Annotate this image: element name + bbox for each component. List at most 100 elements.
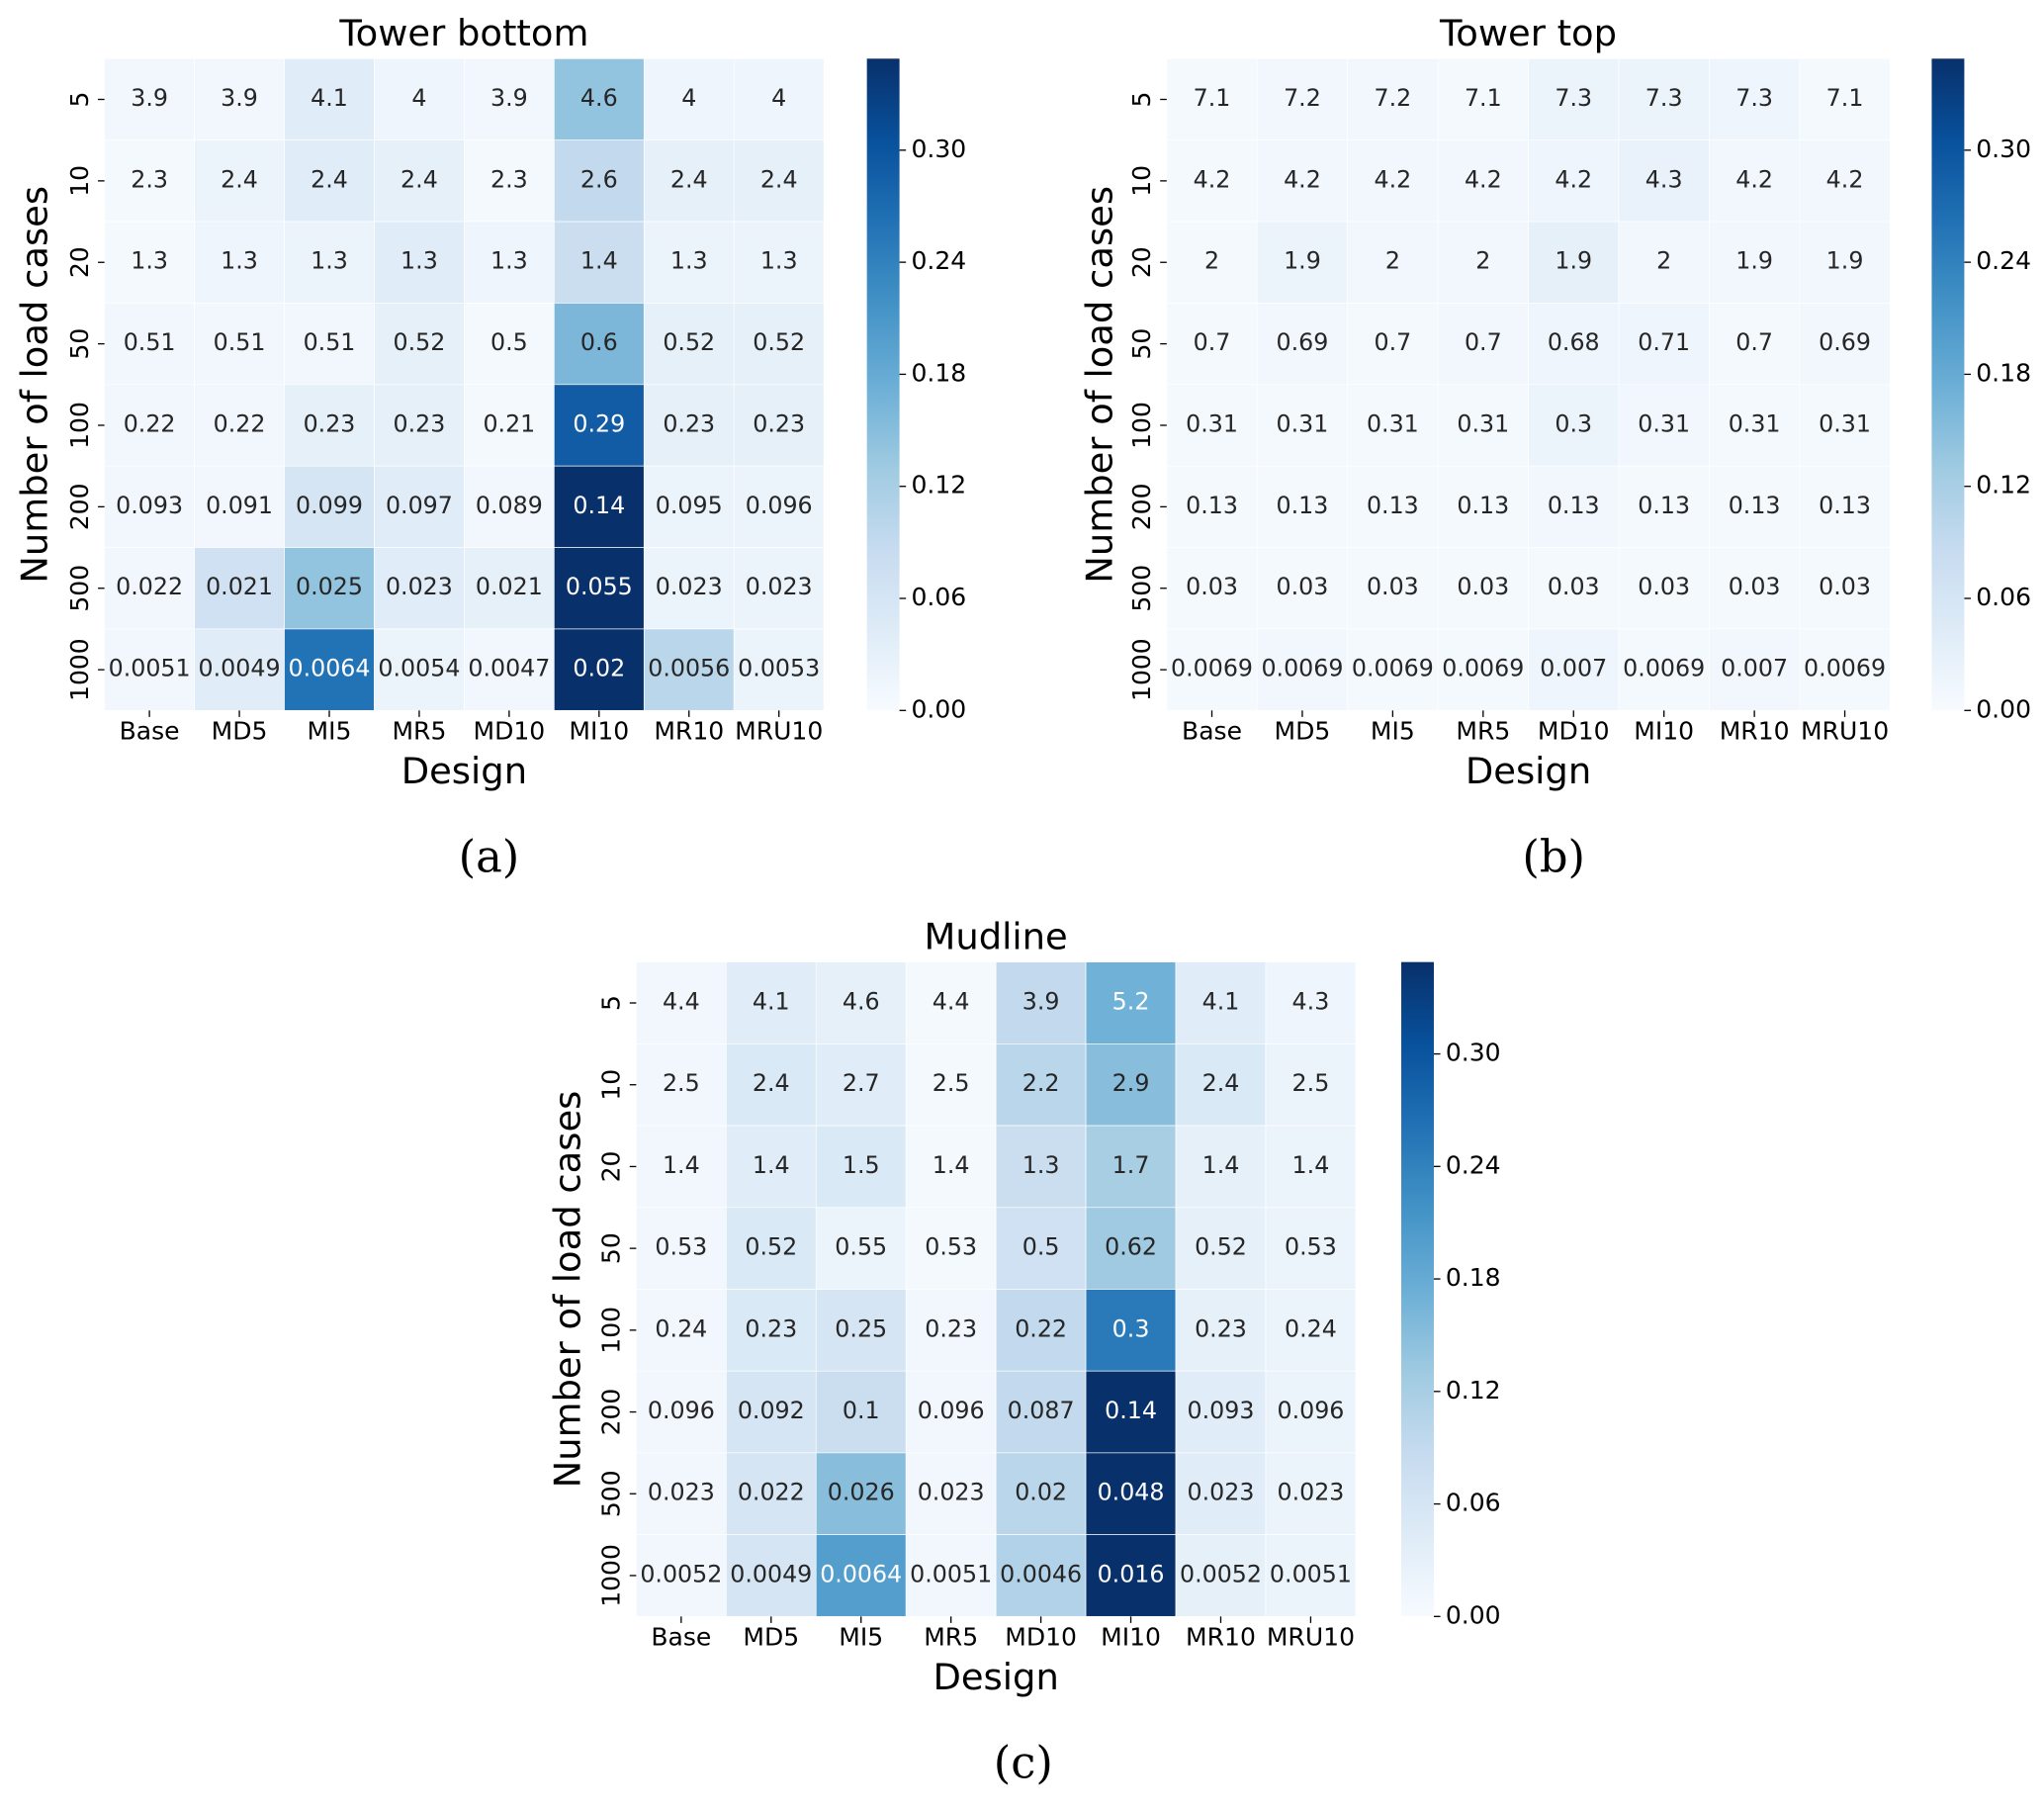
heatmap-cell: [1085, 1452, 1177, 1535]
cell-annotation: 4.1: [1202, 988, 1240, 1016]
cell-annotation: 0.13: [1457, 492, 1509, 519]
cell-annotation: 0.13: [1548, 492, 1600, 519]
y-axis-label: Number of load cases: [14, 186, 56, 584]
cell-annotation: 1.3: [311, 247, 348, 275]
x-tick-label: MD5: [1275, 717, 1331, 746]
colorbar-tick-label: 0.24: [911, 246, 966, 275]
cell-annotation: 2: [1656, 247, 1671, 275]
cell-annotation: 0.0069: [1171, 655, 1253, 682]
cell-annotation: 0.7: [1194, 328, 1231, 356]
heatmap-cell: [1528, 221, 1620, 304]
heatmap-cell: [554, 221, 645, 304]
heatmap-cell: [1799, 303, 1891, 386]
cell-annotation: 0.023: [656, 573, 723, 600]
cell-annotation: 0.022: [738, 1479, 805, 1506]
cell-annotation: 7.3: [1645, 84, 1683, 112]
cell-annotation: 0.51: [124, 328, 176, 356]
x-tick-label: MI5: [1371, 717, 1415, 746]
heatmap-cell: [1618, 57, 1710, 141]
cell-annotation: 0.007: [1540, 655, 1607, 682]
cell-annotation: 0.7: [1465, 328, 1502, 356]
heatmap-cell: [1618, 628, 1710, 711]
heatmap-cell: [643, 384, 735, 467]
cell-annotation: 0.021: [206, 573, 273, 600]
cell-annotation: 0.026: [828, 1479, 895, 1506]
cell-annotation: 0.0052: [640, 1560, 722, 1587]
heatmap-cell: [1709, 384, 1801, 467]
heatmap-cell: [1085, 1125, 1177, 1209]
heatmap-cell: [1256, 547, 1348, 630]
heatmap-cell: [374, 139, 465, 223]
colorbar-tick-label: 0.24: [1446, 1150, 1501, 1179]
cell-annotation: 1.4: [753, 1151, 790, 1179]
cell-annotation: 5.2: [1112, 988, 1150, 1016]
heatmap-cell: [643, 303, 735, 386]
y-tick-label: 200: [597, 1389, 626, 1436]
cell-annotation: 0.23: [304, 409, 356, 437]
cell-annotation: 0.091: [206, 492, 273, 519]
heatmap-cell: [194, 465, 285, 548]
cell-annotation: 0.096: [1277, 1397, 1344, 1424]
heatmap-cell: [815, 1289, 907, 1372]
heatmap-cell: [1085, 1043, 1177, 1127]
cell-annotation: 0.68: [1548, 328, 1600, 356]
x-axis-label: Design: [933, 1656, 1058, 1698]
heatmap-cell: [1166, 221, 1258, 304]
heatmap-cell: [1347, 221, 1439, 304]
heatmap-cell: [284, 303, 375, 386]
cell-annotation: 0.52: [745, 1233, 797, 1261]
colorbar-tick-label: 0.12: [1976, 471, 2031, 499]
cell-annotation: 0.22: [124, 409, 176, 437]
cell-annotation: 1.3: [760, 247, 798, 275]
cell-annotation: 0.21: [483, 409, 535, 437]
heatmap-cell: [1528, 303, 1620, 386]
y-tick-label: 500: [597, 1470, 626, 1517]
cell-annotation: 2.4: [760, 165, 798, 193]
heatmap-cell: [1085, 961, 1177, 1044]
heatmap-cell: [815, 1043, 907, 1127]
heatmap-cell: [905, 1207, 997, 1290]
heatmap-cell: [1437, 57, 1529, 141]
cell-annotation: 0.31: [1277, 409, 1329, 437]
cell-annotation: 0.0052: [1180, 1560, 1262, 1587]
heatmap-cell: [1618, 221, 1710, 304]
y-tick-label: 500: [1127, 565, 1156, 612]
heatmap-cell: [1265, 961, 1357, 1044]
heatmap-cell: [1347, 139, 1439, 223]
heatmap-cell: [905, 961, 997, 1044]
heatmap-cell: [1437, 139, 1529, 223]
x-axis-label: Design: [1466, 750, 1591, 792]
cell-annotation: 4.2: [1375, 165, 1412, 193]
heatmap-cell: [815, 1452, 907, 1535]
heatmap-cell: [1528, 628, 1620, 711]
colorbar-tick-label: 0.00: [911, 694, 966, 723]
heatmap-cell: [464, 139, 555, 223]
heatmap-cell: [1256, 465, 1348, 548]
cell-annotation: 0.0056: [648, 655, 730, 682]
y-tick-label: 1000: [1127, 638, 1156, 701]
cell-annotation: 0.0046: [1000, 1560, 1082, 1587]
cell-annotation: 2.4: [311, 165, 348, 193]
chart-title: Mudline: [925, 915, 1068, 957]
cell-annotation: 2: [1385, 247, 1400, 275]
heatmap-cell: [1799, 221, 1891, 304]
heatmap-cell: [1437, 303, 1529, 386]
heatmap-cell: [1175, 961, 1267, 1044]
cell-annotation: 0.007: [1721, 655, 1788, 682]
cell-annotation: 0.095: [656, 492, 723, 519]
colorbar-tick-label: 0.24: [1976, 246, 2031, 275]
caption: (a): [459, 830, 520, 882]
colorbar: [866, 58, 900, 711]
cell-annotation: 0.03: [1186, 573, 1238, 600]
cell-annotation: 0.03: [1367, 573, 1419, 600]
colorbar-tick-label: 0.18: [911, 358, 966, 387]
cell-annotation: 0.24: [655, 1314, 707, 1342]
y-tick-label: 10: [65, 165, 94, 197]
cell-annotation: 0.31: [1367, 409, 1419, 437]
heatmap-cell: [284, 384, 375, 467]
colorbar-tick-label: 0.18: [1976, 358, 2031, 387]
heatmap-cell: [1799, 57, 1891, 141]
cell-annotation: 1.3: [221, 247, 258, 275]
heatmap-cell: [464, 384, 555, 467]
cell-annotation: 1.3: [490, 247, 528, 275]
